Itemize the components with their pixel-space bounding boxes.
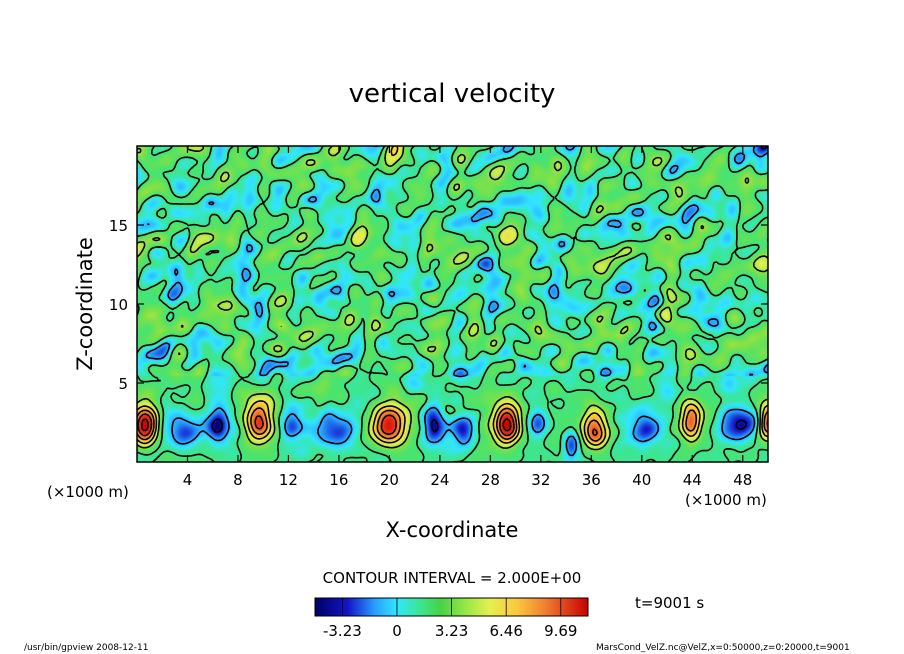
plot-area xyxy=(137,146,768,462)
footer-program: /usr/bin/gpview 2008-12-11 xyxy=(24,643,148,653)
contour-level xyxy=(145,146,768,457)
x-tick-label: 28 xyxy=(481,471,500,489)
y-axis-ticks: 5 10 15 xyxy=(109,217,768,393)
colorbar-tick-label: 3.23 xyxy=(435,622,468,640)
x-axis-label: X-coordinate xyxy=(386,518,519,542)
x-tick-label: 16 xyxy=(329,471,348,489)
x-tick-label: 4 xyxy=(183,471,193,489)
colorbar-tick-label: 0 xyxy=(392,622,402,640)
x-tick-label: 44 xyxy=(683,471,702,489)
x-tick-label: 48 xyxy=(733,471,752,489)
x-tick-label: 20 xyxy=(380,471,399,489)
colorbar-tick-label: 6.46 xyxy=(489,622,522,640)
colorbar-tick-label: 9.69 xyxy=(544,622,577,640)
y-tick-label: 15 xyxy=(109,217,128,235)
contour-level xyxy=(140,417,512,432)
x-unit-right: (×1000 m) xyxy=(685,491,767,509)
time-label: t=9001 s xyxy=(635,594,704,612)
x-tick-label: 8 xyxy=(233,471,243,489)
contour-level xyxy=(211,146,768,434)
x-tick-label: 40 xyxy=(632,471,651,489)
x-tick-label: 32 xyxy=(531,471,550,489)
chart-title: vertical velocity xyxy=(349,79,556,109)
y-tick-label: 5 xyxy=(118,375,128,393)
contour-interval: CONTOUR INTERVAL = 2.000E+00 xyxy=(323,569,582,587)
colorbar-tick-label: -3.23 xyxy=(323,622,362,640)
contour-level xyxy=(137,146,768,446)
y-tick-label: 10 xyxy=(109,296,128,314)
x-tick-label: 24 xyxy=(430,471,449,489)
contour-level xyxy=(137,412,768,437)
x-tick-label: 36 xyxy=(582,471,601,489)
footer-source: MarsCond_VelZ.nc@VelZ,x=0:50000,z=0:2000… xyxy=(596,643,850,653)
y-axis-label: Z-coordinate xyxy=(73,237,97,371)
colorbar-ticks: -3.23 0 3.23 6.46 9.69 xyxy=(323,598,577,640)
contour-level xyxy=(137,146,768,451)
contour-level xyxy=(137,407,768,442)
x-tick-label: 12 xyxy=(279,471,298,489)
x-axis-ticks: 4 8 12 16 20 24 28 32 36 40 44 48 xyxy=(183,146,752,489)
contour-level xyxy=(137,146,768,462)
contour-lines xyxy=(137,146,768,462)
x-unit-left: (×1000 m) xyxy=(47,483,129,501)
